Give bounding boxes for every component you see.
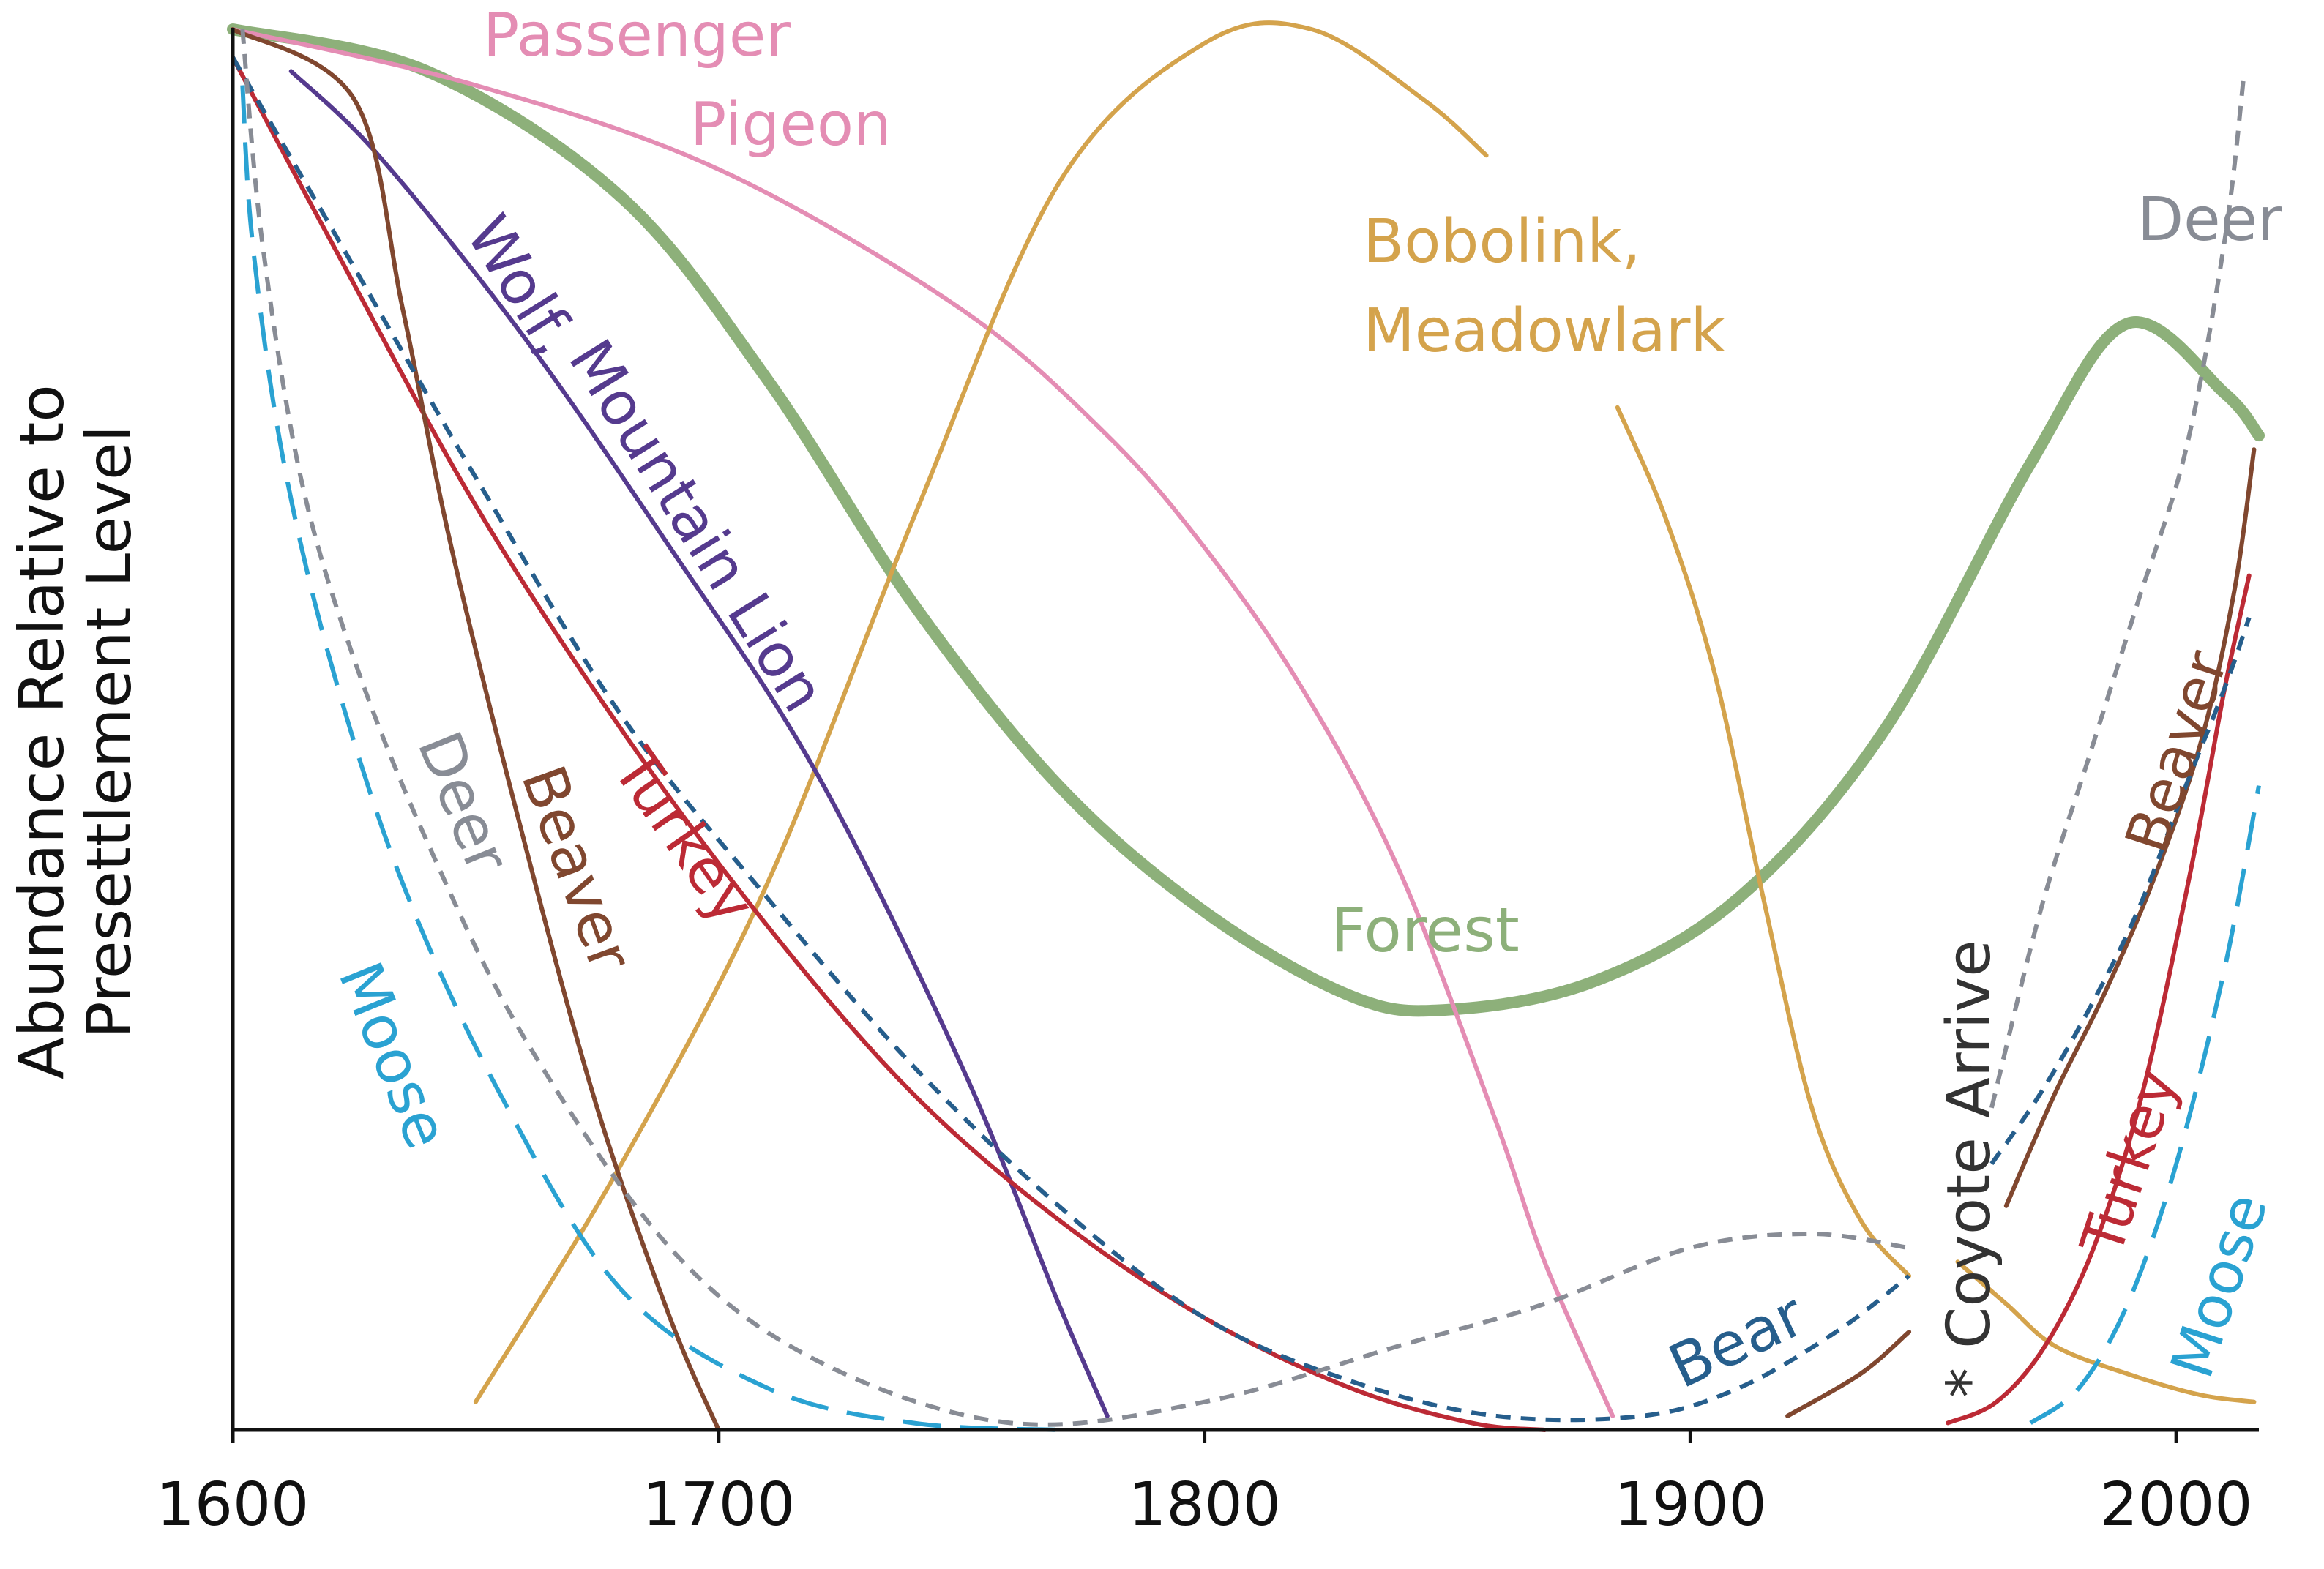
series-line-passenger-pigeon	[231, 27, 1615, 1418]
series-line-deer	[240, 29, 1910, 1427]
coyote-annotation: * Coyote Arrive	[1935, 940, 2004, 1398]
turkey-label-right: Turkey	[2067, 1061, 2191, 1264]
y-axis-title-line-1: Abundance Relative to	[6, 384, 78, 1079]
series-line-beaver-recovery	[1785, 1330, 1912, 1418]
wolf-label-1: Wolf,	[452, 203, 591, 367]
series-line-beaver-recent	[2003, 447, 2257, 1208]
forest-label: Forest	[1331, 894, 1520, 966]
beaver-label-right: Beaver	[2112, 643, 2241, 861]
series-line-bobolink-meadowlark	[473, 20, 1489, 1404]
x-tick-label-1800: 1800	[1128, 1470, 1281, 1540]
moose-label-right: Moose	[2158, 1186, 2281, 1386]
bobolink-label-2: Meadowlark	[1363, 296, 1725, 366]
series-line-moose	[240, 85, 1059, 1432]
x-tick-label-1600: 1600	[157, 1470, 310, 1540]
bobolink-label-1: Bobolink,	[1363, 207, 1641, 277]
series-line-beaver	[231, 27, 721, 1432]
series-line-turkey	[231, 55, 1547, 1432]
series-line-moose-recovery	[2029, 785, 2261, 1425]
bear-label: Bear	[1659, 1280, 1815, 1402]
series-line-bear	[231, 56, 1910, 1423]
series-line-wolf-mountain-lion	[288, 69, 1110, 1418]
series-line-bobolink-meadowlark-decline	[1615, 405, 1912, 1278]
deer-label-right: Deer	[2137, 185, 2282, 255]
wolf-label-2: Mountain Lion	[555, 328, 838, 724]
x-tick-label-1900: 1900	[1614, 1470, 1767, 1540]
x-tick-label-2000: 2000	[2100, 1470, 2253, 1540]
passenger-pigeon-label-2: Pigeon	[690, 90, 892, 160]
deer-label-left: Deer	[403, 722, 522, 883]
passenger-pigeon-label-1: Passenger	[483, 1, 791, 70]
series-line-bear-recovery	[1989, 616, 2252, 1166]
series-line-forest	[227, 23, 2265, 1017]
axes	[231, 28, 2259, 1432]
x-ticks: 1600 1700 1800 1900 2000	[157, 1430, 2253, 1540]
series-line-turkey-recovery	[1946, 573, 2252, 1426]
series-line-bobolink-meadowlark-recent	[1955, 1259, 2257, 1404]
x-tick-label-1700: 1700	[642, 1470, 795, 1540]
series-lines	[227, 20, 2265, 1432]
moose-label-left: Moose	[324, 953, 461, 1158]
series-line-deer-recovery	[1989, 71, 2247, 1109]
y-axis-title-line-2: Presettlement Level	[73, 425, 145, 1038]
